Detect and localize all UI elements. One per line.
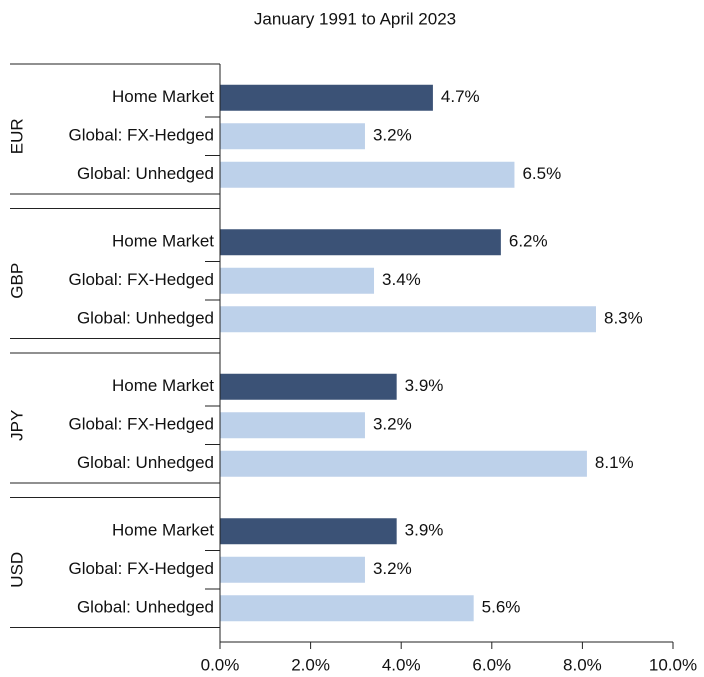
x-tick-label: 4.0% — [382, 655, 421, 674]
row-label: Home Market — [112, 521, 214, 540]
x-tick-label: 6.0% — [472, 655, 511, 674]
row-label: Home Market — [112, 87, 214, 106]
value-label: 5.6% — [482, 598, 521, 617]
x-tick-label: 0.0% — [201, 655, 240, 674]
row-label: Global: Unhedged — [77, 598, 214, 617]
bar — [220, 556, 365, 583]
x-tick-label: 2.0% — [291, 655, 330, 674]
row-label: Global: Unhedged — [77, 309, 214, 328]
value-label: 3.9% — [405, 376, 444, 395]
row-label: Global: FX-Hedged — [68, 559, 214, 578]
value-label: 3.2% — [373, 126, 412, 145]
bar — [220, 595, 474, 622]
x-tick-label: 10.0% — [649, 655, 697, 674]
value-label: 6.2% — [509, 232, 548, 251]
bar — [220, 161, 515, 188]
group-label: GBP — [7, 263, 26, 299]
bar — [220, 412, 365, 439]
bar — [220, 450, 587, 477]
bar — [220, 123, 365, 150]
value-label: 3.2% — [373, 415, 412, 434]
bar — [220, 229, 501, 256]
value-label: 6.5% — [522, 164, 561, 183]
bar — [220, 306, 596, 333]
bar — [220, 518, 397, 545]
group-label: JPY — [7, 410, 26, 441]
bar — [220, 84, 433, 111]
value-label: 8.1% — [595, 453, 634, 472]
row-label: Home Market — [112, 376, 214, 395]
row-label: Global: FX-Hedged — [68, 126, 214, 145]
value-label: 3.9% — [405, 521, 444, 540]
row-label: Global: FX-Hedged — [68, 415, 214, 434]
bar — [220, 267, 375, 294]
value-label: 3.4% — [382, 270, 421, 289]
value-label: 3.2% — [373, 559, 412, 578]
group-label: EUR — [7, 118, 26, 154]
value-label: 4.7% — [441, 87, 480, 106]
bar — [220, 373, 397, 400]
row-label: Home Market — [112, 232, 214, 251]
x-tick-label: 8.0% — [563, 655, 602, 674]
value-label: 8.3% — [604, 309, 643, 328]
chart-title: January 1991 to April 2023 — [254, 9, 456, 28]
row-label: Global: FX-Hedged — [68, 270, 214, 289]
row-label: Global: Unhedged — [77, 164, 214, 183]
group-label: USD — [7, 552, 26, 588]
row-label: Global: Unhedged — [77, 453, 214, 472]
